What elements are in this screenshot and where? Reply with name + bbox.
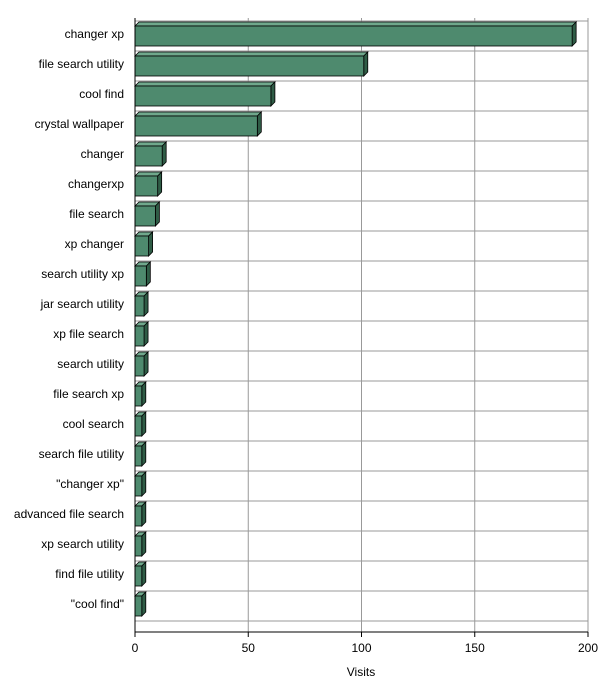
bar: [134, 21, 578, 47]
bar: [134, 81, 276, 107]
bar-side-face: [141, 441, 147, 467]
bar-top-face: [134, 81, 276, 87]
bar-top-face: [134, 111, 263, 117]
bar: [134, 531, 147, 557]
bar-front-face: [134, 505, 143, 527]
category-label: file search utility: [39, 57, 124, 71]
category-label: crystal wallpaper: [35, 117, 124, 131]
bar-side-face: [141, 501, 147, 527]
bar: [134, 501, 147, 527]
category-label: cool find: [79, 87, 124, 101]
category-label: search utility: [57, 357, 124, 371]
category-label: file search: [69, 207, 124, 221]
bar-front-face: [134, 445, 143, 467]
bar: [134, 591, 147, 617]
bar: [134, 291, 150, 317]
bar-side-face: [145, 261, 151, 287]
bar-front-face: [134, 535, 143, 557]
category-label: "cool find": [71, 597, 124, 611]
category-label: cool search: [63, 417, 124, 431]
bar-top-face: [134, 21, 578, 27]
bar-front-face: [134, 55, 365, 77]
bar: [134, 231, 154, 257]
bar-front-face: [134, 145, 163, 167]
bar-side-face: [363, 51, 369, 77]
bar-side-face: [154, 201, 160, 227]
bar-front-face: [134, 295, 145, 317]
category-label: advanced file search: [14, 507, 124, 521]
bars: [134, 21, 578, 617]
bar-side-face: [143, 291, 149, 317]
bar: [134, 351, 150, 377]
category-label: xp file search: [53, 327, 124, 341]
bar: [134, 381, 147, 407]
bar-side-face: [270, 81, 276, 107]
bar-side-face: [143, 351, 149, 377]
bar-front-face: [134, 565, 143, 587]
bar: [134, 51, 369, 77]
bar-front-face: [134, 205, 156, 227]
x-tick-label: 200: [578, 641, 598, 655]
x-tick-label: 150: [465, 641, 485, 655]
bar-side-face: [161, 141, 167, 167]
x-tick-label: 100: [351, 641, 371, 655]
bar-side-face: [141, 411, 147, 437]
bar: [134, 261, 152, 287]
bar: [134, 471, 147, 497]
category-label: search file utility: [39, 447, 124, 461]
bar-side-face: [141, 471, 147, 497]
bar-side-face: [571, 21, 577, 47]
bar-front-face: [134, 475, 143, 497]
bar-side-face: [157, 171, 163, 197]
bar-front-face: [134, 325, 145, 347]
category-labels: changer xp file search utility cool find cr…: [14, 27, 124, 611]
bar: [134, 561, 147, 587]
bar: [134, 201, 161, 227]
category-label: xp changer: [65, 237, 124, 251]
bar-front-face: [134, 265, 147, 287]
bar: [134, 411, 147, 437]
bar-side-face: [256, 111, 262, 137]
bar: [134, 171, 163, 197]
grid: [134, 18, 589, 632]
category-label: find file utility: [55, 567, 124, 581]
category-label: changer xp: [65, 27, 125, 41]
x-axis-title: Visits: [347, 665, 375, 679]
x-tick-label: 50: [242, 641, 256, 655]
category-label: xp search utility: [41, 537, 124, 551]
bar-front-face: [134, 25, 573, 47]
bar-side-face: [141, 561, 147, 587]
bar-top-face: [134, 51, 369, 57]
category-label: changer: [81, 147, 124, 161]
bar: [134, 321, 150, 347]
bar-side-face: [141, 591, 147, 617]
category-label: jar search utility: [40, 297, 124, 311]
bar-front-face: [134, 355, 145, 377]
bar-front-face: [134, 385, 143, 407]
bar-top-face: [134, 141, 168, 147]
category-label: "changer xp": [56, 477, 124, 491]
axes: [134, 18, 589, 637]
bar-front-face: [134, 85, 272, 107]
x-tick-labels: 0 50 100 150 200: [132, 641, 599, 655]
category-label: changerxp: [68, 177, 124, 191]
bar-side-face: [141, 531, 147, 557]
bar-side-face: [141, 381, 147, 407]
bar-top-face: [134, 171, 163, 177]
bar-front-face: [134, 595, 143, 617]
bar-front-face: [134, 415, 143, 437]
x-tick-label: 0: [132, 641, 139, 655]
bar: [134, 141, 168, 167]
bar: [134, 441, 147, 467]
category-label: search utility xp: [41, 267, 124, 281]
category-label: file search xp: [53, 387, 124, 401]
bar: [134, 111, 263, 137]
bar-front-face: [134, 115, 258, 137]
bar-front-face: [134, 235, 149, 257]
bar-front-face: [134, 175, 159, 197]
bar-side-face: [148, 231, 153, 257]
bar-side-face: [143, 321, 149, 347]
